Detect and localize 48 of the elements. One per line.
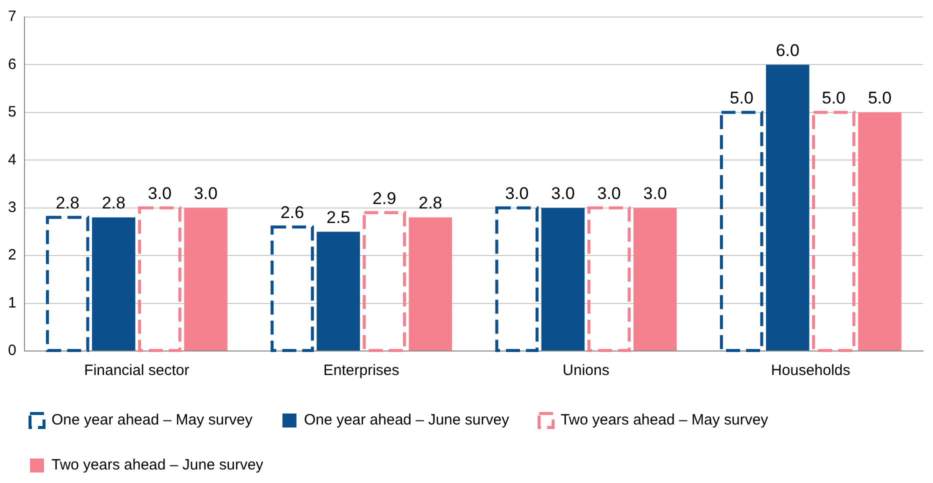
bar xyxy=(138,206,182,352)
data-label: 5.0 xyxy=(730,88,754,108)
bar xyxy=(316,232,360,350)
bar xyxy=(46,216,90,352)
y-tick-label: 6 xyxy=(8,56,16,73)
bar xyxy=(184,208,228,350)
bar xyxy=(408,217,452,350)
data-label: 3.0 xyxy=(148,184,172,204)
bar xyxy=(541,208,585,350)
bar xyxy=(587,206,631,352)
bar xyxy=(92,217,136,350)
y-tick-label: 0 xyxy=(8,342,16,360)
data-label: 3.0 xyxy=(597,184,621,204)
bar xyxy=(270,225,314,352)
legend-label: One year ahead – June survey xyxy=(304,412,510,429)
y-tick-label: 2 xyxy=(8,246,16,264)
bar xyxy=(812,110,856,352)
y-tick-label: 4 xyxy=(8,151,16,168)
data-label: 2.8 xyxy=(56,194,80,213)
bar xyxy=(495,206,539,352)
legend-label: One year ahead – May survey xyxy=(52,412,253,429)
bar xyxy=(362,211,406,352)
data-label: 2.5 xyxy=(326,208,350,227)
data-label: 2.8 xyxy=(418,194,442,213)
data-label: 3.0 xyxy=(551,184,575,204)
bar xyxy=(766,64,810,350)
x-tick-label: Households xyxy=(771,362,850,380)
bar xyxy=(720,110,764,352)
data-label: 5.0 xyxy=(822,88,846,108)
data-label: 3.0 xyxy=(194,184,218,204)
data-label: 3.0 xyxy=(643,184,667,204)
data-label: 5.0 xyxy=(868,88,892,108)
y-tick-label: 3 xyxy=(8,199,16,216)
x-tick-label: Enterprises xyxy=(323,362,400,380)
data-label: 2.6 xyxy=(280,203,304,222)
data-label: 6.0 xyxy=(776,40,800,60)
y-tick-label: 1 xyxy=(8,294,16,312)
data-label: 2.9 xyxy=(372,188,396,208)
data-label: 3.0 xyxy=(505,184,529,204)
legend-label: Two years ahead – June survey xyxy=(52,456,264,474)
x-tick-label: Financial sector xyxy=(84,362,190,380)
legend-label: Two years ahead – May survey xyxy=(560,412,769,429)
y-tick-label: 5 xyxy=(8,104,16,121)
y-tick-label: 7 xyxy=(8,8,16,26)
data-label: 2.8 xyxy=(102,194,126,213)
x-tick-label: Unions xyxy=(562,362,610,380)
bar xyxy=(633,208,677,350)
bar xyxy=(858,112,902,350)
